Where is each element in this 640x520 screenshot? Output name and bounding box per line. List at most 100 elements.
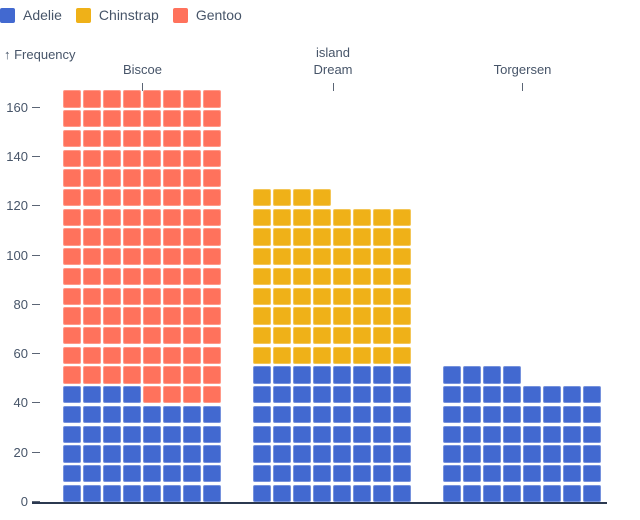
waffle-cell-adelie xyxy=(563,386,581,404)
waffle-cell-gentoo xyxy=(103,228,121,246)
waffle-cell-gentoo xyxy=(143,129,161,148)
waffle-cell-gentoo xyxy=(143,307,161,325)
waffle-cell-gentoo xyxy=(143,208,161,227)
waffle-cell-chinstrap xyxy=(393,326,411,345)
legend-item-gentoo: Gentoo xyxy=(172,7,242,23)
waffle-cell-gentoo xyxy=(203,149,221,167)
waffle-cell-chinstrap xyxy=(273,287,291,305)
waffle-cell-chinstrap xyxy=(393,248,411,266)
waffle-cell-gentoo xyxy=(103,129,121,148)
waffle-cell-adelie xyxy=(443,386,461,404)
waffle-cell-gentoo xyxy=(163,149,181,167)
waffle-cell-chinstrap xyxy=(253,267,271,286)
waffle-cell-gentoo xyxy=(123,307,141,325)
waffle-cell-adelie xyxy=(523,464,541,483)
waffle-cell-adelie xyxy=(253,425,271,443)
waffle-cell-chinstrap xyxy=(293,346,311,365)
waffle-cell-gentoo xyxy=(123,188,141,207)
waffle-cell-adelie xyxy=(203,464,221,483)
waffle-cell-adelie xyxy=(373,484,391,502)
waffle-cell-chinstrap xyxy=(353,287,371,305)
waffle-cell-chinstrap xyxy=(253,287,271,305)
waffle-cell-gentoo xyxy=(103,307,121,325)
waffle-cell-adelie xyxy=(443,366,461,384)
waffle-cell-adelie xyxy=(503,445,521,463)
waffle-cell-adelie xyxy=(123,445,141,463)
waffle-cell-gentoo xyxy=(183,287,201,305)
waffle-cell-gentoo xyxy=(83,90,101,108)
waffle-cell-adelie xyxy=(353,366,371,384)
waffle-cell-gentoo xyxy=(83,208,101,227)
y-tick-160: 160 xyxy=(0,99,46,115)
waffle-cell-adelie xyxy=(293,366,311,384)
waffle-cell-adelie xyxy=(353,445,371,463)
waffle-cell-adelie xyxy=(463,445,481,463)
waffle-cell-adelie xyxy=(63,405,81,424)
waffle-cell-chinstrap xyxy=(253,208,271,227)
waffle-cell-adelie xyxy=(543,425,561,443)
waffle-cell-gentoo xyxy=(183,110,201,128)
waffle-cell-chinstrap xyxy=(313,208,331,227)
waffle-cell-adelie xyxy=(563,405,581,424)
waffle-column-biscoe xyxy=(63,82,223,502)
waffle-cell-adelie xyxy=(203,445,221,463)
gentoo-swatch-icon xyxy=(172,7,188,23)
waffle-cell-gentoo xyxy=(183,149,201,167)
waffle-cell-gentoo xyxy=(63,326,81,345)
facet-label-dream: Dream xyxy=(313,62,353,77)
y-tick-label: 160 xyxy=(6,99,28,115)
waffle-cell-gentoo xyxy=(63,267,81,286)
waffle-cell-adelie xyxy=(543,484,561,502)
waffle-cell-gentoo xyxy=(163,287,181,305)
waffle-cell-adelie xyxy=(253,366,271,384)
waffle-cell-gentoo xyxy=(203,129,221,148)
waffle-cell-adelie xyxy=(503,405,521,424)
facet-label-biscoe: Biscoe xyxy=(122,62,163,77)
waffle-cell-chinstrap xyxy=(293,307,311,325)
waffle-cell-adelie xyxy=(543,386,561,404)
waffle-cell-chinstrap xyxy=(313,287,331,305)
waffle-cell-adelie xyxy=(523,445,541,463)
waffle-cell-adelie xyxy=(273,484,291,502)
waffle-cell-adelie xyxy=(103,484,121,502)
waffle-cell-chinstrap xyxy=(273,208,291,227)
y-tick-label: 120 xyxy=(6,198,28,214)
waffle-cell-chinstrap xyxy=(373,248,391,266)
waffle-cell-adelie xyxy=(83,445,101,463)
waffle-cell-chinstrap xyxy=(333,248,351,266)
waffle-cell-adelie xyxy=(583,464,601,483)
waffle-column-torgersen xyxy=(443,82,603,502)
waffle-cell-gentoo xyxy=(143,149,161,167)
waffle-cell-adelie xyxy=(103,445,121,463)
waffle-cell-gentoo xyxy=(123,208,141,227)
waffle-cell-adelie xyxy=(333,386,351,404)
waffle-cell-chinstrap xyxy=(293,267,311,286)
waffle-cell-adelie xyxy=(63,445,81,463)
waffle-cell-adelie xyxy=(183,405,201,424)
waffle-cell-gentoo xyxy=(143,386,161,404)
waffle-cell-adelie xyxy=(293,386,311,404)
waffle-cell-adelie xyxy=(183,464,201,483)
waffle-cell-adelie xyxy=(253,464,271,483)
waffle-cell-adelie xyxy=(143,445,161,463)
waffle-cell-gentoo xyxy=(123,366,141,384)
waffle-cell-chinstrap xyxy=(313,346,331,365)
waffle-cell-chinstrap xyxy=(353,346,371,365)
waffle-cell-adelie xyxy=(273,425,291,443)
waffle-cell-gentoo xyxy=(203,386,221,404)
waffle-cell-gentoo xyxy=(83,287,101,305)
waffle-cell-adelie xyxy=(143,484,161,502)
waffle-cell-gentoo xyxy=(103,188,121,207)
waffle-cell-gentoo xyxy=(163,188,181,207)
waffle-cell-chinstrap xyxy=(373,346,391,365)
waffle-cell-gentoo xyxy=(143,188,161,207)
waffle-cell-gentoo xyxy=(183,346,201,365)
zero-baseline-rule xyxy=(32,502,607,504)
waffle-cell-gentoo xyxy=(203,326,221,345)
waffle-cell-gentoo xyxy=(83,228,101,246)
waffle-cell-gentoo xyxy=(63,129,81,148)
waffle-cell-chinstrap xyxy=(393,307,411,325)
waffle-cell-adelie xyxy=(253,445,271,463)
waffle-cell-adelie xyxy=(373,386,391,404)
